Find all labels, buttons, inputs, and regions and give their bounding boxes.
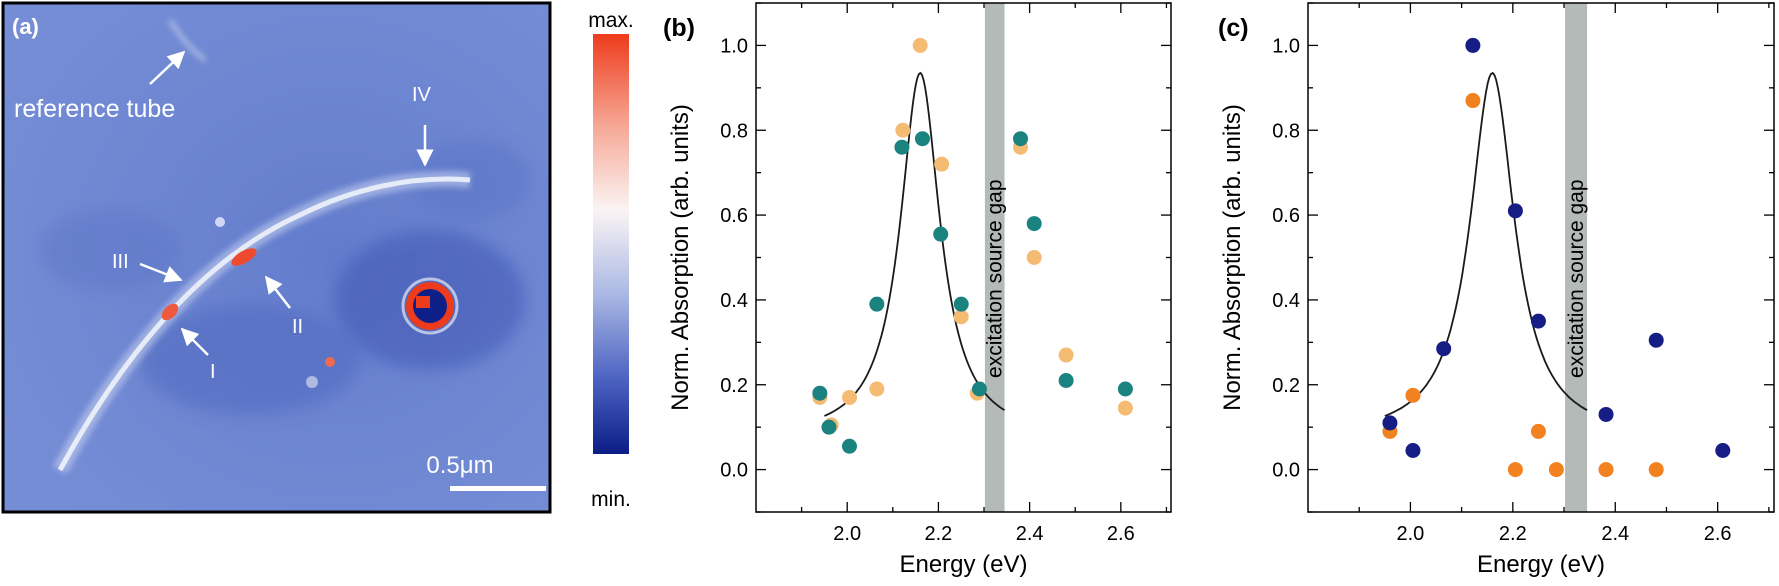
x-tick-label: 2.6 xyxy=(1107,523,1135,545)
reference-tube-arrow xyxy=(149,50,186,85)
data-point-teal xyxy=(869,296,885,312)
x-tick-label: 2.2 xyxy=(925,523,953,545)
data-point-teal xyxy=(812,385,828,401)
data-point-navy xyxy=(1648,332,1664,348)
y-tick-label: 0.4 xyxy=(720,290,748,312)
colorbar xyxy=(593,34,629,454)
image-frame xyxy=(1,1,552,514)
y-tick-label: 0.6 xyxy=(720,205,748,227)
y-tick-label: 0.4 xyxy=(1272,290,1300,312)
data-point-teal xyxy=(841,438,857,454)
label-I: I xyxy=(210,361,216,383)
y-tick-label: 0.8 xyxy=(720,120,748,142)
scale-bar xyxy=(450,486,546,491)
data-point-orange xyxy=(1548,462,1564,478)
data-point-teal xyxy=(1026,216,1042,232)
data-point-teal xyxy=(1117,381,1133,397)
lorentzian-fit xyxy=(824,71,1005,417)
hotspot-I xyxy=(161,303,179,321)
data-point-teal xyxy=(894,139,910,155)
data-point-orange xyxy=(869,381,885,397)
panel-a-image: (a) reference tube IV III II I 0.5μm max… xyxy=(1,1,634,514)
data-point-orange xyxy=(1465,93,1481,109)
x-tick-label: 2.4 xyxy=(1016,523,1044,545)
label-III: III xyxy=(112,251,129,273)
panel-c-label: (c) xyxy=(1218,14,1249,42)
x-axis-label: Energy (eV) xyxy=(899,551,1027,578)
label-II: II xyxy=(292,316,303,338)
panel-a-label: (a) xyxy=(12,14,39,39)
data-point-orange xyxy=(895,122,911,138)
data-point-navy xyxy=(1530,313,1546,329)
data-point-teal xyxy=(953,296,969,312)
y-tick-label: 0.2 xyxy=(1272,375,1300,397)
data-point-navy xyxy=(1405,442,1421,458)
data-point-navy xyxy=(1715,442,1731,458)
hotspot-II xyxy=(231,248,257,266)
data-point-orange xyxy=(1648,462,1664,478)
data-point-teal xyxy=(1013,131,1029,147)
x-tick-label: 2.4 xyxy=(1601,523,1629,545)
y-tick-label: 0.8 xyxy=(1272,120,1300,142)
label-IV: IV xyxy=(412,84,432,106)
excitation-gap-label: excitation source gap xyxy=(1565,179,1588,377)
reference-tube-label: reference tube xyxy=(14,95,175,123)
excitation-gap-band xyxy=(984,3,1005,512)
y-tick-label: 1.0 xyxy=(1272,35,1300,57)
data-point-navy xyxy=(1507,203,1523,219)
x-tick-label: 2.0 xyxy=(1397,523,1425,545)
y-tick-label: 0.2 xyxy=(720,375,748,397)
excitation-gap-band xyxy=(1565,3,1588,512)
data-point-orange xyxy=(1117,400,1133,416)
x-axis-label: Energy (eV) xyxy=(1477,551,1605,578)
data-point-navy xyxy=(1382,415,1398,431)
data-point-navy xyxy=(1465,37,1481,53)
panel-c-chart: (c) excitation source gap 2.0 2.2 2.4 2.6 0.0… xyxy=(1218,2,1775,578)
x-tick-label: 2.0 xyxy=(833,523,861,545)
arrow-I xyxy=(180,327,209,356)
arrow-III xyxy=(139,262,183,283)
x-tick-label: 2.2 xyxy=(1499,523,1527,545)
lorentzian-fit xyxy=(1384,71,1588,417)
data-point-teal xyxy=(971,381,987,397)
excitation-gap-label: excitation source gap xyxy=(984,179,1007,377)
colorbar-min-label: min. xyxy=(591,488,631,511)
y-axis-label: Norm. Absorption (arb. units) xyxy=(667,104,694,411)
data-point-teal xyxy=(914,131,930,147)
data-point-orange xyxy=(1598,462,1614,478)
data-point-teal xyxy=(933,226,949,242)
arrow-II xyxy=(264,275,291,309)
data-point-orange xyxy=(841,389,857,405)
scale-bar-label: 0.5μm xyxy=(426,452,493,479)
y-tick-label: 1.0 xyxy=(720,35,748,57)
y-tick-label: 0.6 xyxy=(1272,205,1300,227)
y-tick-label: 0.0 xyxy=(1272,460,1300,482)
data-point-orange xyxy=(1405,387,1421,403)
data-point-teal xyxy=(1058,373,1074,389)
y-tick-label: 0.0 xyxy=(720,460,748,482)
data-point-orange xyxy=(934,156,950,172)
panel-b-chart: (b) excitation source gap 2.0 2.2 2.4 2.6 0.0… xyxy=(663,2,1172,578)
data-point-teal xyxy=(821,419,837,435)
colorbar-max-label: max. xyxy=(588,9,634,32)
plot-frame xyxy=(755,2,1172,513)
x-tick-label: 2.6 xyxy=(1704,523,1732,545)
y-axis-label: Norm. Absorption (arb. units) xyxy=(1219,104,1246,411)
data-point-navy xyxy=(1598,406,1614,422)
data-point-orange xyxy=(953,309,969,325)
data-point-orange xyxy=(912,37,928,53)
data-point-orange xyxy=(1026,250,1042,265)
data-point-orange xyxy=(1530,423,1546,439)
panel-b-label: (b) xyxy=(663,14,695,42)
data-point-orange xyxy=(1507,462,1523,478)
data-point-navy xyxy=(1436,341,1452,357)
data-point-orange xyxy=(1058,347,1074,363)
